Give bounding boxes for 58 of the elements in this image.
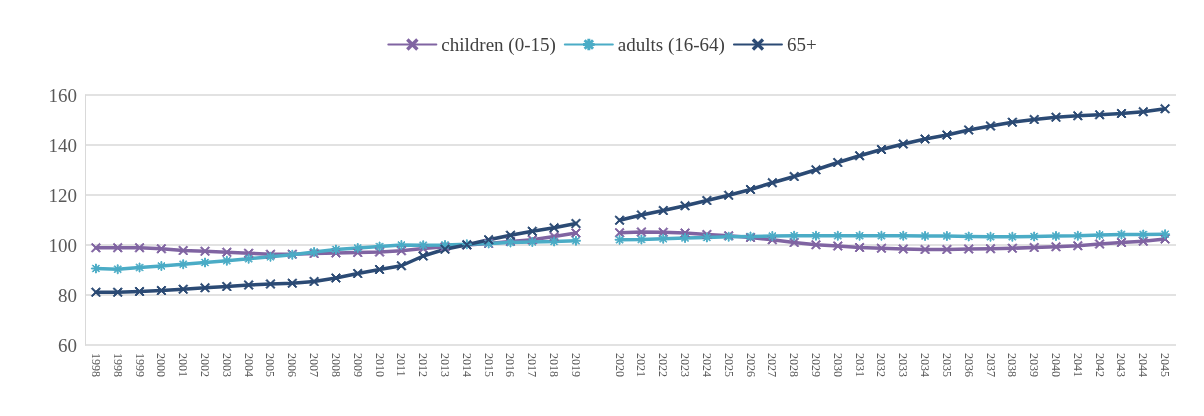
x-tick-label: 2030 [830, 353, 845, 377]
x-tick-label: 2032 [874, 353, 889, 377]
x-tick-label: 2000 [154, 353, 169, 377]
x-tick-label: 2034 [918, 353, 933, 377]
x-tick-label: 2029 [808, 353, 823, 377]
x-tick-label: 2004 [241, 353, 256, 377]
legend-label: 65+ [786, 34, 817, 55]
x-tick-label: 2037 [983, 353, 998, 377]
x-tick-label: 2006 [285, 353, 300, 377]
x-tick-label: 2045 [1158, 353, 1173, 377]
x-tick-label: 2033 [896, 353, 911, 377]
x-tick-label: 2039 [1027, 353, 1042, 377]
x-tick-label: 2005 [263, 353, 278, 377]
y-tick-label: 80 [58, 284, 77, 306]
y-tick-label: 60 [58, 334, 77, 356]
x-tick-label: 2020 [612, 353, 627, 377]
x-tick-label: 2012 [416, 353, 431, 377]
y-tick-label: 120 [48, 184, 77, 206]
x-tick-label: 2041 [1070, 353, 1085, 377]
legend-label: children (0-15) [441, 34, 556, 56]
x-tick-label: 2003 [219, 353, 234, 377]
x-tick-label: 2042 [1092, 353, 1107, 377]
x-tick-label: 2009 [350, 353, 365, 377]
x-tick-label: 2043 [1114, 353, 1129, 377]
y-tick-label: 140 [48, 134, 77, 156]
x-tick-label: 2011 [394, 353, 409, 377]
y-tick-label: 160 [48, 84, 77, 106]
x-tick-label: 2028 [787, 353, 802, 377]
x-tick-label: 2036 [961, 353, 976, 377]
x-tick-label: 2001 [176, 353, 191, 377]
x-tick-label: 2015 [481, 353, 496, 377]
x-tick-label: 2017 [525, 353, 540, 377]
x-tick-label: 2022 [656, 353, 671, 377]
x-tick-label: 2013 [438, 353, 453, 377]
legend-label: adults (16-64) [617, 34, 725, 56]
x-tick-label: 2007 [307, 353, 322, 377]
x-tick-label: 2025 [721, 353, 736, 377]
x-tick-label: 2031 [852, 353, 867, 377]
x-tick-label: 2018 [547, 353, 562, 377]
x-tick-label: 2038 [1005, 353, 1020, 377]
x-tick-label: 1998 [88, 353, 103, 377]
x-tick-label: 1999 [132, 353, 147, 377]
x-tick-label: 2035 [939, 353, 954, 377]
x-tick-label: 2008 [328, 353, 343, 377]
y-tick-label: 100 [48, 234, 77, 256]
x-tick-label: 2019 [568, 353, 583, 377]
x-tick-label: 2014 [459, 353, 474, 377]
x-tick-label: 1998 [110, 353, 125, 377]
x-tick-label: 2016 [503, 353, 518, 377]
x-tick-label: 2024 [699, 353, 714, 377]
x-tick-label: 2021 [634, 353, 649, 377]
x-tick-label: 2002 [198, 353, 213, 377]
x-tick-label: 2010 [372, 353, 387, 377]
x-tick-label: 2023 [678, 353, 693, 377]
x-tick-label: 2040 [1048, 353, 1063, 377]
x-tick-label: 2044 [1136, 353, 1151, 377]
x-tick-label: 2027 [765, 353, 780, 377]
x-tick-label: 2026 [743, 353, 758, 377]
